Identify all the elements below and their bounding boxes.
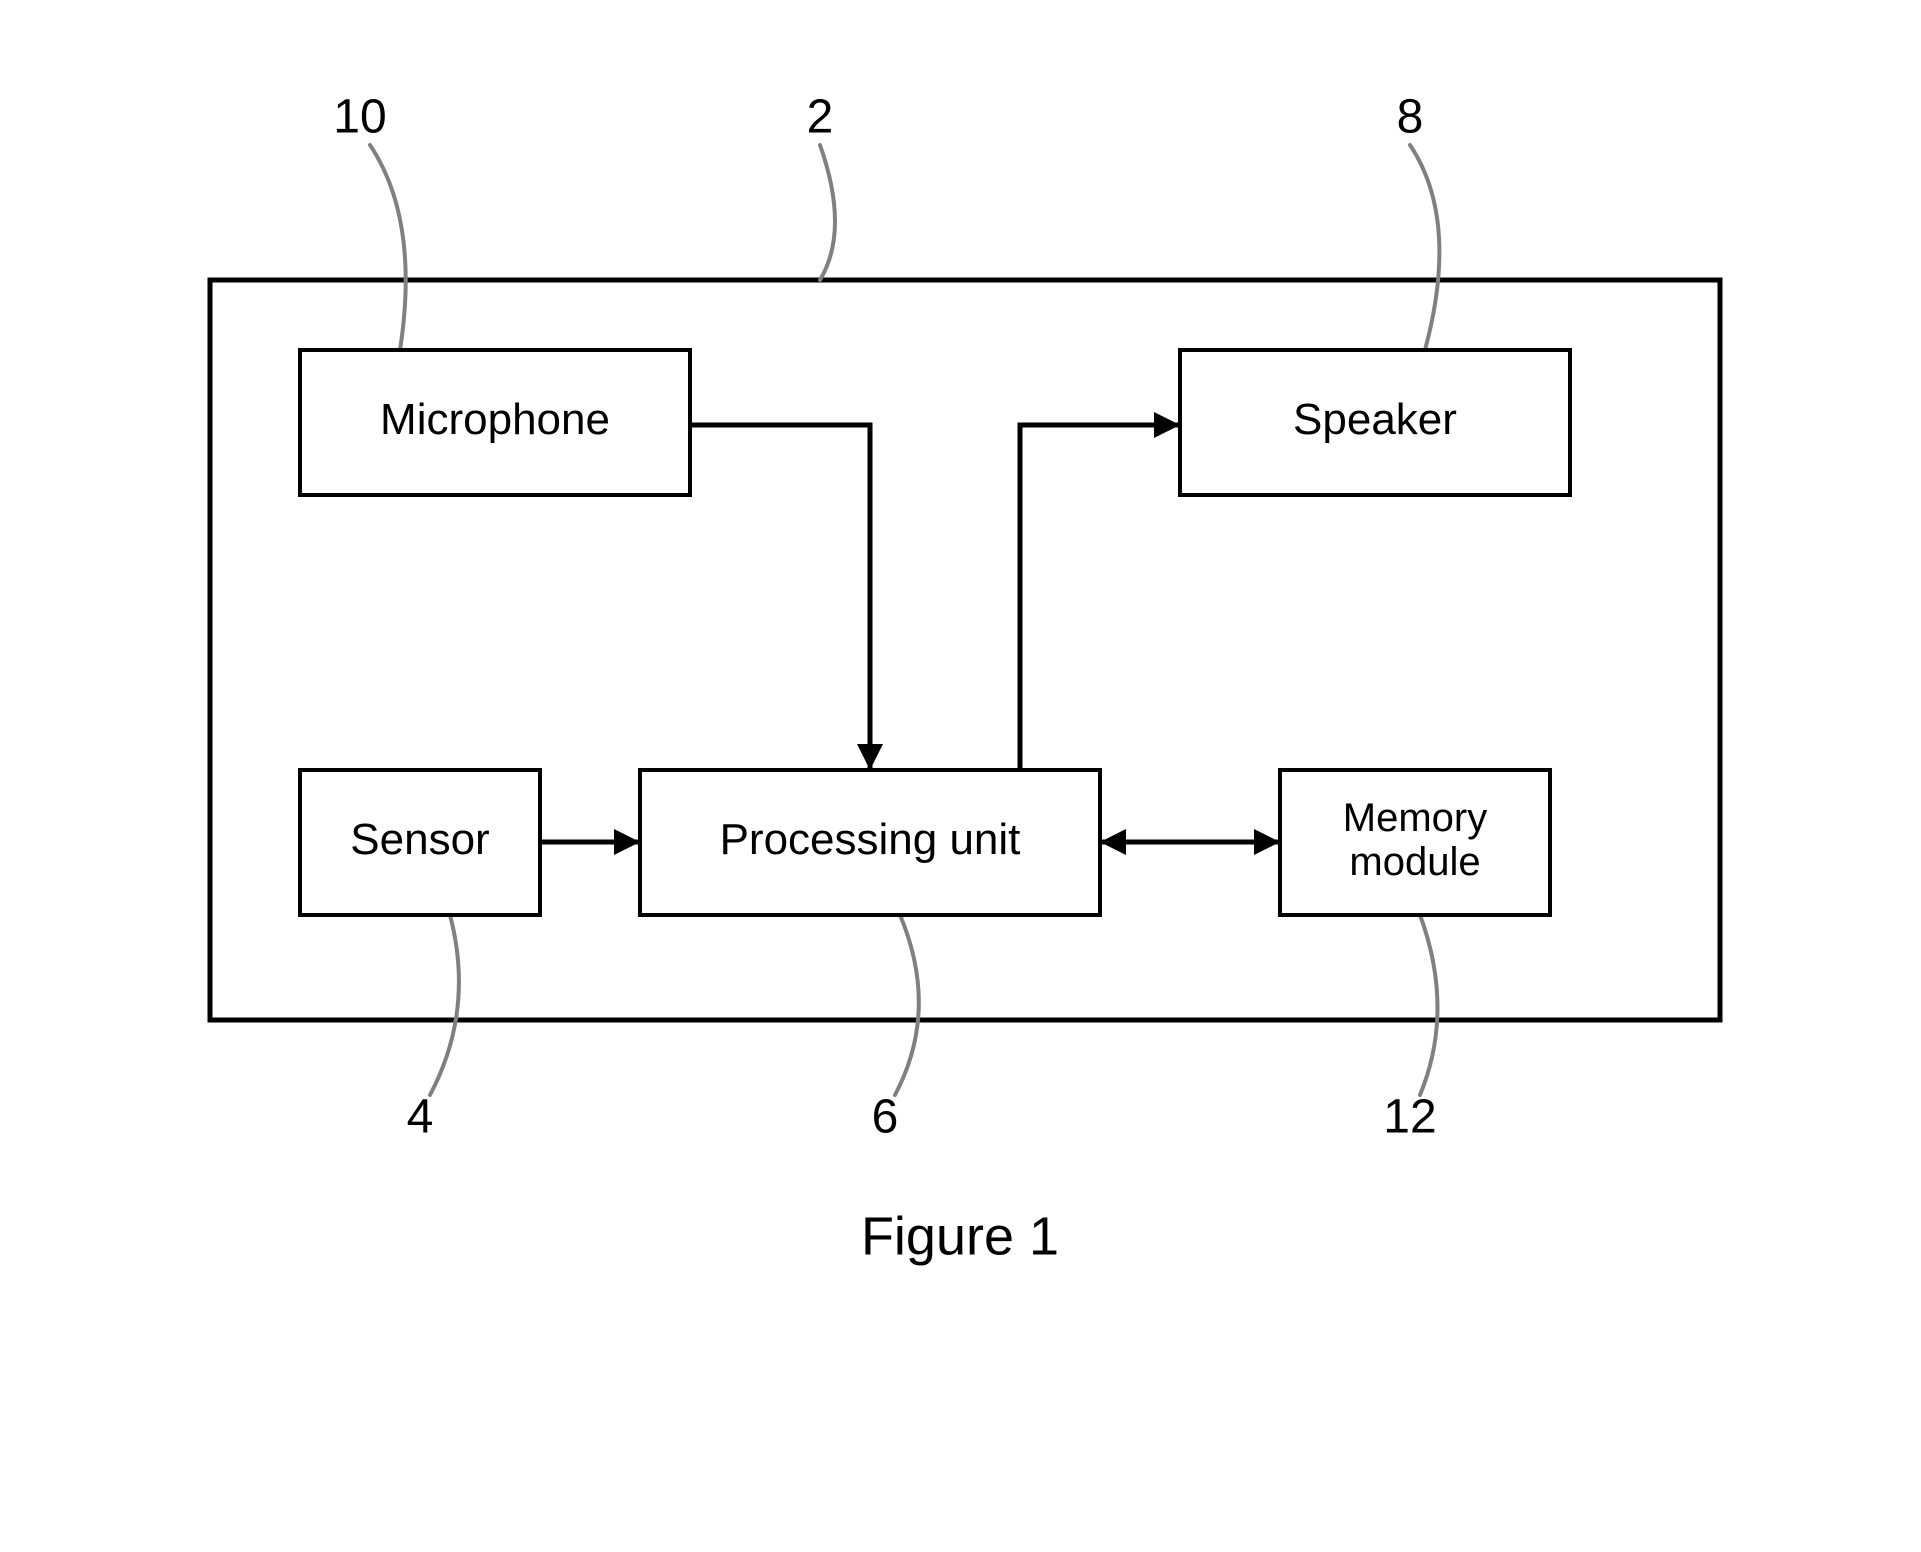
speaker-label: Speaker [1293,395,1457,444]
sensor-label: Sensor [350,815,489,864]
speaker-block: Speaker [1180,350,1570,495]
reference-numeral: 6 [872,1091,899,1144]
memory-label: Memory [1343,796,1487,840]
memory-block: Memorymodule [1280,770,1550,915]
reference-numeral: 8 [1397,91,1424,144]
reference-numeral: 2 [807,91,834,144]
figure-caption: Figure 1 [861,1206,1059,1266]
microphone-block: Microphone [300,350,690,495]
lead-line [820,145,835,280]
sensor-block: Sensor [300,770,540,915]
microphone-label: Microphone [380,395,610,444]
memory-label: module [1349,840,1480,884]
reference-numeral: 12 [1383,1091,1436,1144]
processing-label: Processing unit [720,815,1021,864]
processing-block: Processing unit [640,770,1100,915]
reference-numeral: 4 [407,1091,434,1144]
reference-numeral: 10 [333,91,386,144]
